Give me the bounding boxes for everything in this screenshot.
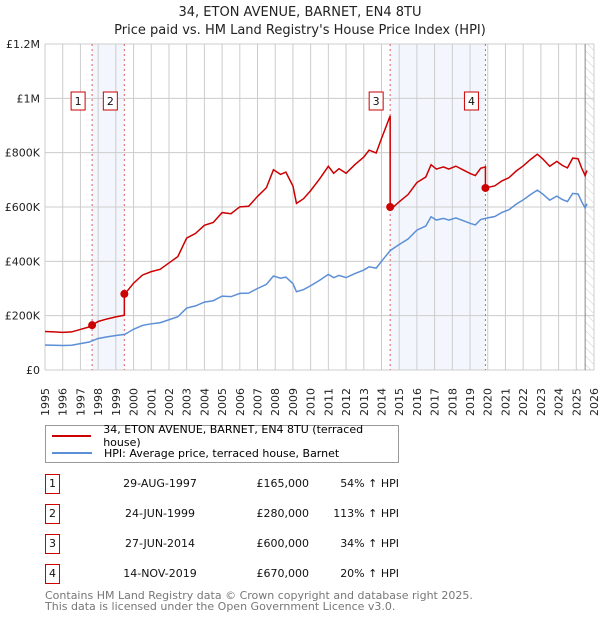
sale-row: 2 24-JUN-1999 £280,000 113% ↑ HPI [45, 504, 445, 524]
sale-point [88, 321, 97, 330]
x-tick-label: 2009 [287, 388, 300, 416]
sale-point [481, 183, 490, 192]
plot-area: 1995 1996 1997 1998 1999 2000 2001 2002 2003 2004… [5, 38, 600, 416]
y-tick-label: £0 [26, 364, 40, 377]
sale-date: 24-JUN-1999 [124, 507, 196, 520]
x-tick-label: 2021 [499, 388, 512, 416]
x-tick-label: 2020 [482, 388, 495, 416]
x-tick-label: 2023 [535, 388, 548, 416]
sale-point [120, 289, 129, 298]
sale-date: 29-AUG-1997 [123, 477, 197, 490]
x-tick-label: 2014 [375, 388, 388, 416]
sale-date: 14-NOV-2019 [123, 567, 197, 580]
x-tick-label: 2006 [234, 388, 247, 416]
footer-line-1: Contains HM Land Registry data © Crown c… [45, 589, 473, 602]
sale-label-number: 1 [75, 95, 82, 108]
x-tick-label: 2005 [216, 388, 229, 416]
sale-hpi-change: 20% ↑ HPI [340, 567, 399, 580]
legend-label: 34, ETON AVENUE, BARNET, EN4 8TU (terrac… [103, 423, 364, 449]
x-tick-label: 2022 [517, 388, 530, 416]
x-tick-label: 1996 [57, 388, 70, 416]
sale-number-badge: 3 [45, 534, 60, 554]
x-tick-label: 2015 [393, 388, 406, 416]
legend-item-hpi: HPI: Average price, terraced house, Barn… [46, 445, 339, 461]
x-tick-label: 2001 [145, 388, 158, 416]
sale-label-number: 3 [373, 95, 380, 108]
x-tick-label: 2000 [128, 388, 141, 416]
x-tick-label: 2026 [588, 388, 600, 416]
sale-hpi-change: 34% ↑ HPI [340, 537, 399, 550]
chart-subtitle: Price paid vs. HM Land Registry's House … [114, 23, 486, 38]
sale-date: 27-JUN-2014 [124, 537, 196, 550]
sale-row: 1 29-AUG-1997 £165,000 54% ↑ HPI [45, 474, 445, 494]
sale-label-box [463, 91, 479, 111]
x-tick-label: 2003 [181, 388, 194, 416]
sale-label-number: 4 [468, 95, 475, 108]
x-tick-label: 2019 [464, 388, 477, 416]
x-tick-label: 2004 [198, 388, 211, 416]
x-tick-label: 2011 [322, 388, 335, 416]
x-tick-label: 1997 [74, 388, 87, 416]
x-tick-label: 2010 [305, 388, 318, 416]
sale-label-number: 2 [107, 95, 114, 108]
legend-label: HPI: Average price, terraced house, Barn… [104, 446, 340, 460]
x-tick-label: 2012 [340, 388, 353, 416]
x-tick-label: 2025 [570, 388, 583, 416]
sale-price: £165,000 [256, 477, 310, 490]
x-tick-label: 2024 [553, 388, 566, 416]
x-tick-label: 2007 [252, 388, 265, 416]
y-tick-label: £400K [5, 255, 41, 268]
sale-price: £670,000 [256, 567, 310, 580]
legend-swatch-red [52, 435, 92, 437]
sale-price: £280,000 [256, 507, 310, 520]
sale-label-box [70, 91, 86, 111]
x-tick-label: 1995 [39, 388, 52, 416]
sale-number-badge: 1 [45, 474, 60, 494]
sale-number-badge: 4 [45, 564, 60, 584]
y-tick-label: £600K [5, 201, 41, 214]
sale-label-box [102, 91, 118, 111]
property-price-line [44, 115, 588, 334]
sale-row: 3 27-JUN-2014 £600,000 34% ↑ HPI [45, 534, 445, 554]
footer-line-2: This data is licensed under the Open Gov… [45, 600, 396, 613]
sale-hpi-change: 113% ↑ HPI [333, 507, 399, 520]
sale-price: £600,000 [256, 537, 310, 550]
y-tick-label: £1M [17, 92, 41, 105]
x-tick-label: 2008 [269, 388, 282, 416]
sale-point [386, 203, 395, 211]
x-tick-label: 2016 [411, 388, 424, 416]
legend-item-property: 34, ETON AVENUE, BARNET, EN4 8TU (terrac… [46, 423, 398, 449]
y-tick-label: £800K [5, 147, 41, 160]
x-tick-label: 2017 [429, 388, 442, 416]
hpi-line [44, 189, 588, 347]
sale-row: 4 14-NOV-2019 £670,000 20% ↑ HPI [45, 564, 445, 584]
x-tick-label: 2013 [358, 388, 371, 416]
legend-swatch-blue [52, 452, 92, 454]
sale-hpi-change: 54% ↑ HPI [340, 477, 399, 490]
y-tick-label: £200K [5, 310, 41, 323]
x-tick-label: 2002 [163, 388, 176, 416]
x-tick-label: 1999 [110, 388, 123, 416]
sale-number-badge: 2 [45, 504, 60, 524]
sale-label-box [368, 91, 384, 111]
x-tick-label: 1998 [92, 388, 105, 416]
y-tick-label: £1.2M [6, 38, 40, 51]
chart-title: 34, ETON AVENUE, BARNET, EN4 8TU [178, 5, 422, 20]
x-tick-label: 2018 [446, 388, 459, 416]
legend: 34, ETON AVENUE, BARNET, EN4 8TU (terrac… [45, 423, 399, 463]
